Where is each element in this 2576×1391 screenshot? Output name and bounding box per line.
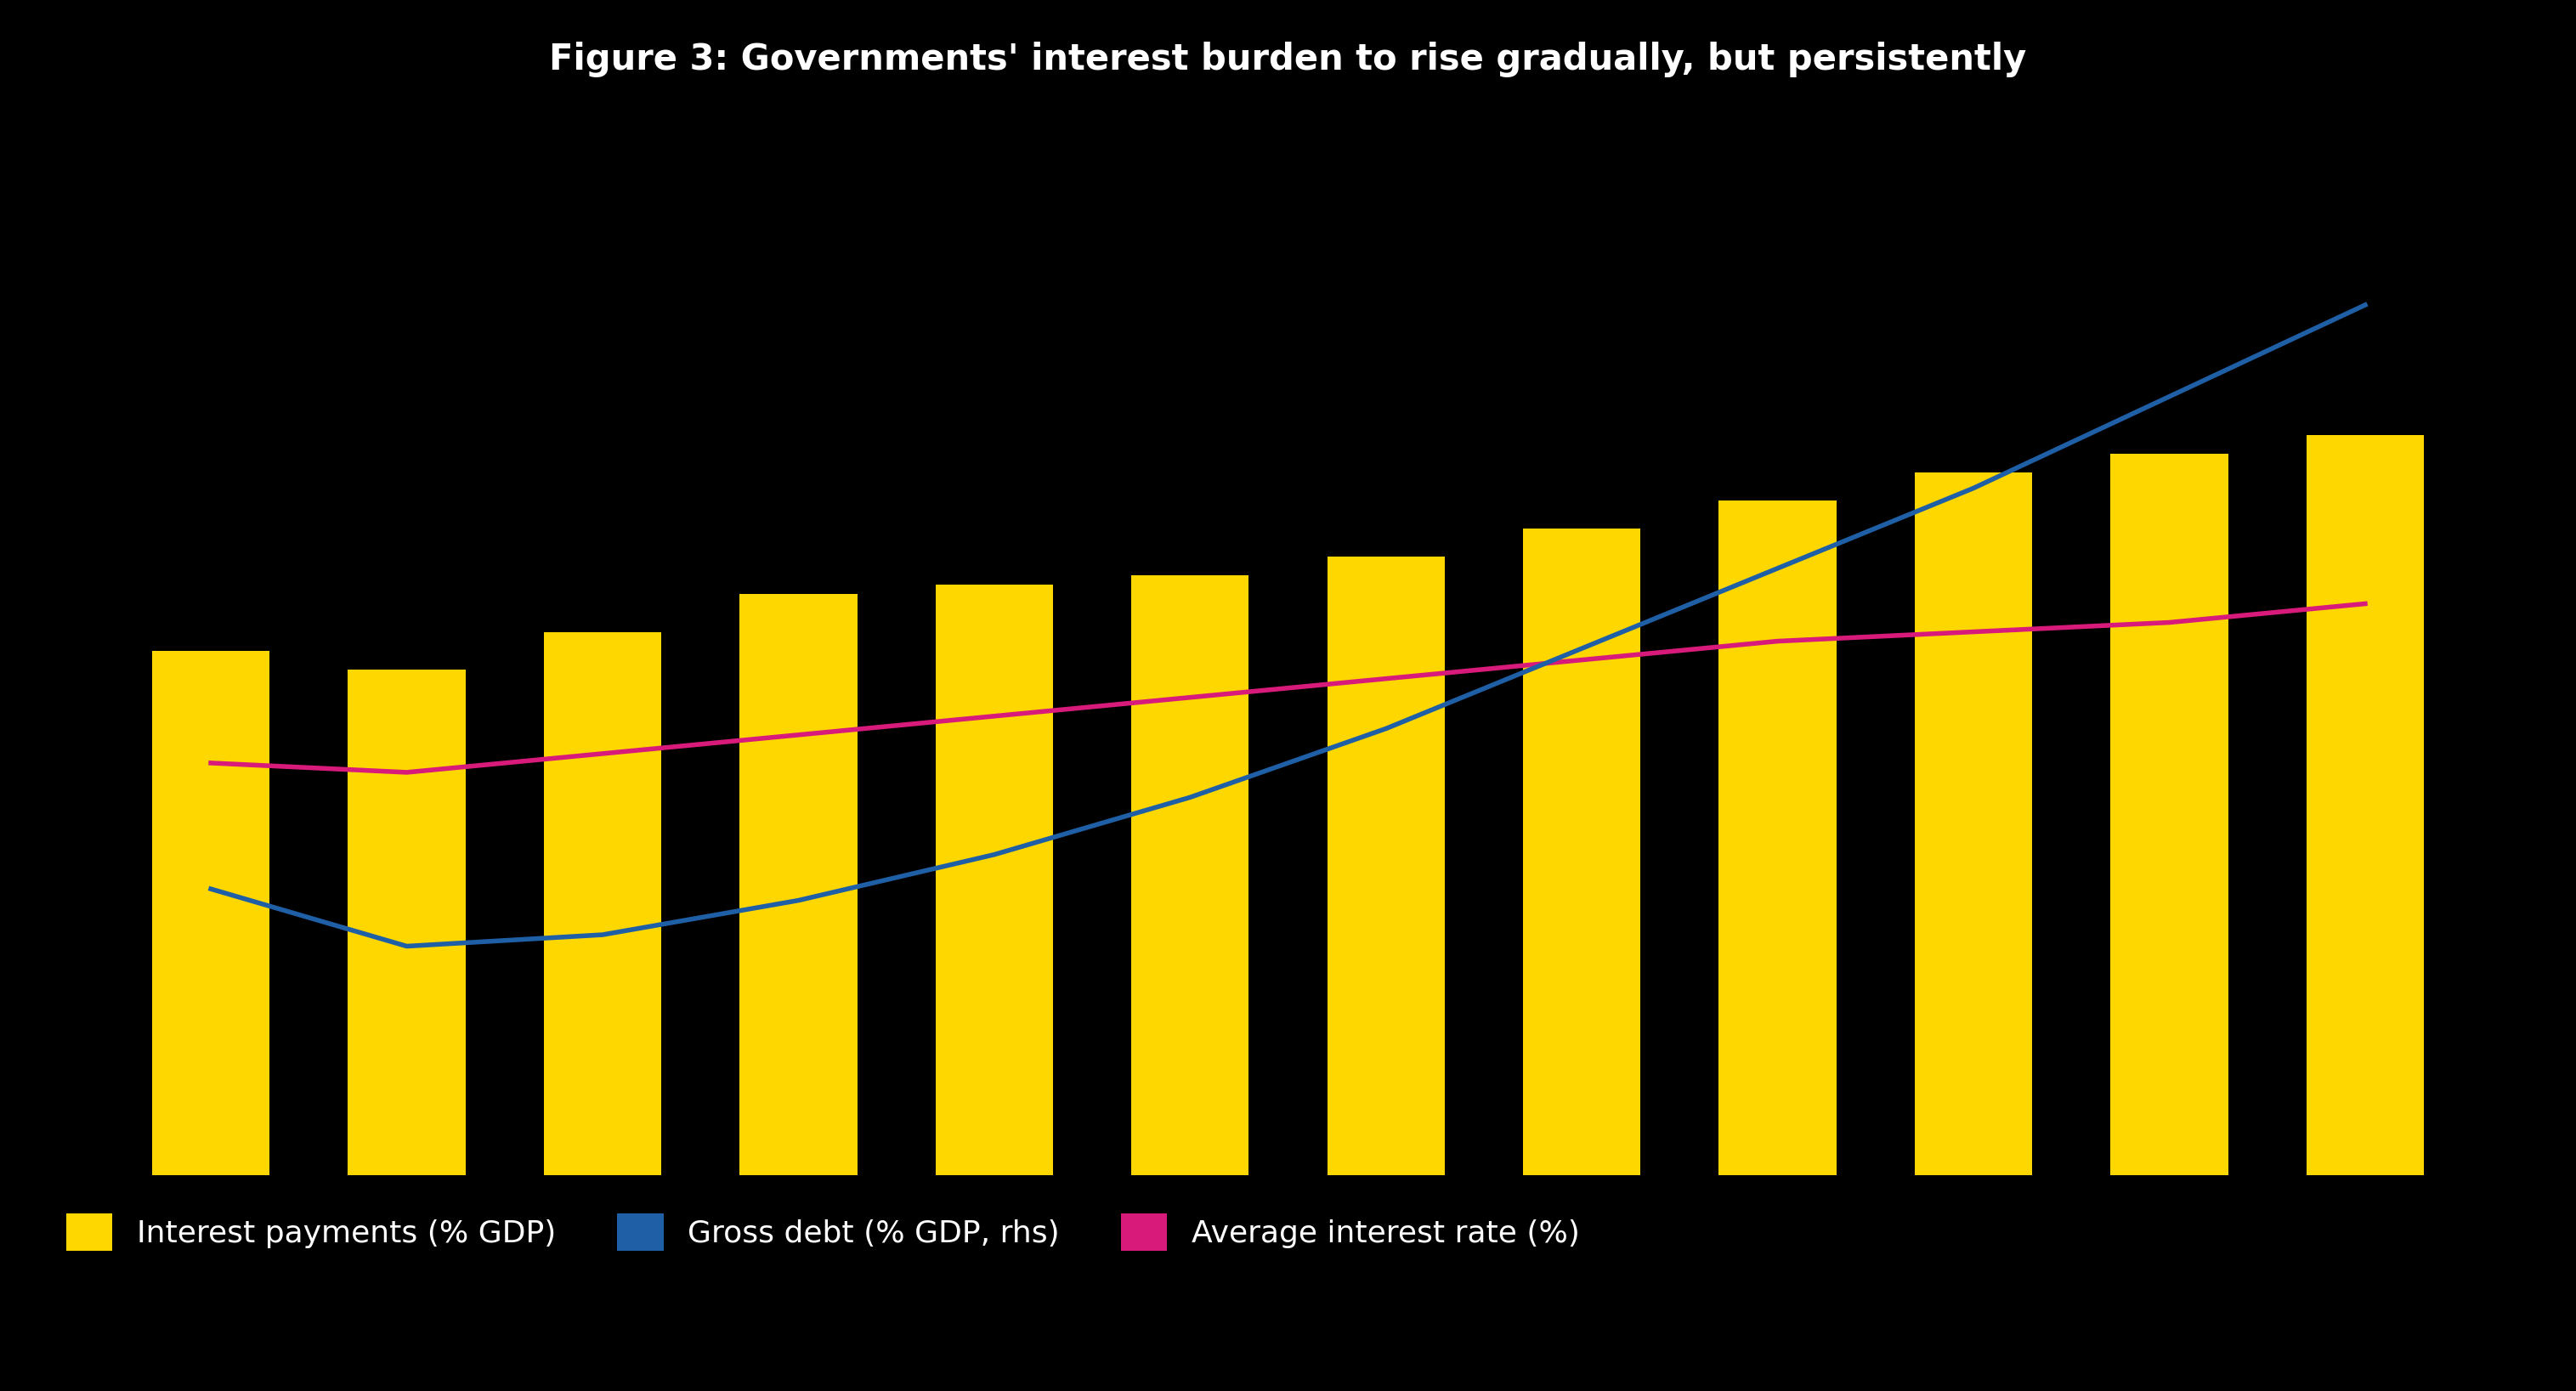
Text: Figure 3: Governments' interest burden to rise gradually, but persistently: Figure 3: Governments' interest burden t…	[549, 42, 2027, 78]
Legend: Interest payments (% GDP), Gross debt (% GDP, rhs), Average interest rate (%): Interest payments (% GDP), Gross debt (%…	[54, 1200, 1592, 1263]
Bar	[152, 651, 270, 1175]
Bar	[1131, 576, 1249, 1175]
Bar	[2110, 453, 2228, 1175]
Bar	[1914, 473, 2032, 1175]
Bar	[544, 632, 662, 1175]
Bar	[348, 669, 466, 1175]
Bar	[1327, 556, 1445, 1175]
Bar	[1522, 529, 1641, 1175]
Bar	[739, 594, 858, 1175]
Bar	[2306, 435, 2424, 1175]
Bar	[1718, 501, 1837, 1175]
Bar	[935, 586, 1054, 1175]
